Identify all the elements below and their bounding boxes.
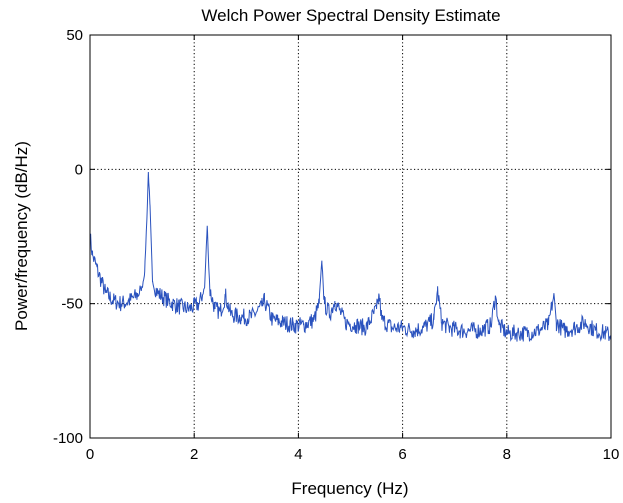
psd-series-line <box>89 172 612 342</box>
x-axis-label: Frequency (Hz) <box>291 479 408 498</box>
axis-ticks: 0 2 4 6 8 10 -100 -50 0 50 <box>53 27 619 463</box>
x-tick-label: 0 <box>86 446 94 463</box>
chart-title: Welch Power Spectral Density Estimate <box>201 6 500 25</box>
y-axis-label: Power/frequency (dB/Hz) <box>12 141 31 331</box>
x-tick-label: 2 <box>190 446 198 463</box>
y-tick-label: -50 <box>61 296 83 313</box>
x-tick-label: 6 <box>398 446 406 463</box>
y-tick-label: 50 <box>66 27 83 44</box>
y-tick-label: 0 <box>75 161 83 178</box>
grid <box>90 35 611 438</box>
x-tick-label: 8 <box>503 446 511 463</box>
plot-frame <box>89 34 612 439</box>
y-tick-label: -100 <box>53 430 83 447</box>
x-tick-label: 4 <box>294 446 302 463</box>
x-tick-label: 10 <box>603 446 620 463</box>
